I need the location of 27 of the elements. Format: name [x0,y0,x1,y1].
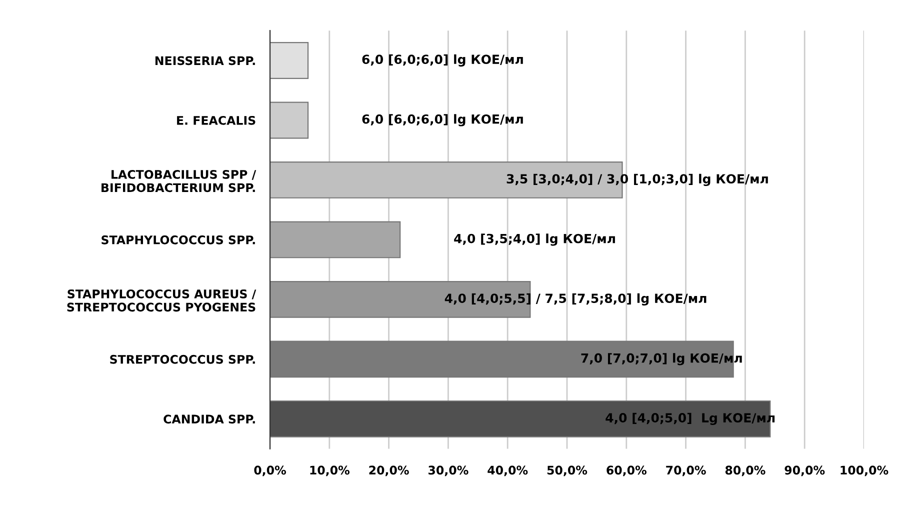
annotation: 6,0 [6,0;6,0] lg КОЕ/мл [362,54,523,67]
y-tick-label: STAPHYLOCOCCUS AUREUS / STREPTOCOCCUS PYOGENES [67,289,256,312]
bar [270,280,531,318]
annotation: 3,5 [3,0;4,0] / 3,0 [1,0;3,0] lg КОЕ/мл [506,174,768,186]
x-tick-label: 100,0% [840,466,888,476]
x-tick-label: 40,0% [488,466,528,476]
y-tick-label: STAPHYLOCOCCUS SPP. [102,235,255,244]
y-tick-label: STREPTOCOCCUS SPP. [110,354,255,364]
bar [270,221,401,258]
annotation: 4,0 [4,0;5,5] / 7,5 [7,5;8,0] lg КОЕ/мл [444,293,706,306]
x-tick-label: 90,0% [784,466,825,476]
y-tick-label: NEISSERIA SPP. [155,56,255,66]
x-tick-label: 50,0% [547,466,588,476]
y-tick-label: E. FEACALIS [177,116,256,125]
bar [270,42,309,79]
x-tick-label: 10,0% [310,466,350,476]
x-tick-label: 80,0% [725,466,766,476]
x-tick-label: 20,0% [369,466,409,476]
y-tick-label: LACTOBACILLUS SPP / BIFIDOBACTERIUM SPP. [102,170,256,192]
x-tick-label: 70,0% [666,466,706,476]
bar [270,102,309,139]
x-tick-label: 30,0% [428,466,468,476]
annotation: 6,0 [6,0;6,0] lg КОЕ/мл [362,114,523,126]
x-tick-label: 60,0% [606,466,647,476]
x-tick-label: 0,0% [254,466,286,476]
y-tick-label: CANDIDA SPP. [164,414,255,424]
annotation: 4,0 [3,5;4,0] lg КОЕ/мл [454,234,615,246]
